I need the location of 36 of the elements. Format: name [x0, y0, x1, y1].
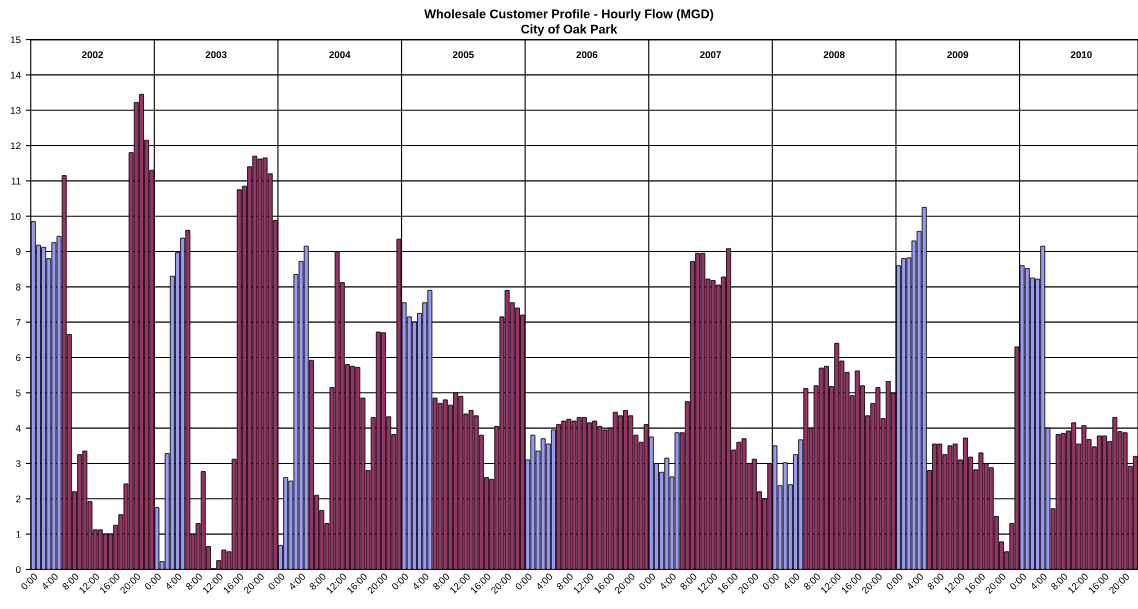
annotation: 2006	[576, 51, 598, 59]
x-tick-label: 4:00	[782, 572, 801, 591]
chart-subtitle: City of Oak Park	[521, 24, 618, 37]
x-tick-label: 4:00	[164, 572, 183, 591]
x-tick-label: 4:00	[1029, 572, 1048, 591]
x-tick-label: 4:00	[535, 572, 554, 591]
y-tick-label: 4	[15, 424, 21, 432]
x-tick-label: 4:00	[40, 572, 59, 591]
y-tick-label: 11	[11, 177, 21, 185]
annotation: 2010	[1070, 51, 1092, 59]
chart-title: Wholesale Customer Profile - Hourly Flow (MGD)	[424, 9, 714, 21]
x-tick-label: 4:00	[906, 572, 924, 591]
y-tick-label: 10	[10, 212, 21, 220]
y-tick-label: 13	[10, 106, 21, 114]
y-tick-label: 8	[16, 283, 21, 291]
annotation: 2008	[823, 51, 845, 59]
y-tick-label: 9	[16, 248, 21, 256]
y-tick-label: 3	[15, 460, 21, 468]
y-tick-label: 14	[10, 71, 21, 79]
annotation: 2007	[700, 51, 721, 59]
y-tick-label: 2	[16, 495, 21, 503]
x-tick-label: 4:00	[411, 572, 430, 591]
y-tick-label: 15	[10, 36, 21, 44]
x-tick-label: 4:00	[658, 572, 677, 591]
annotation: 2003	[205, 51, 227, 59]
annotation: 2004	[329, 51, 351, 59]
y-tick-label: 6	[16, 354, 21, 362]
y-tick-label: 0	[15, 566, 21, 574]
y-tick-label: 1	[16, 530, 21, 538]
y-tick-label: 12	[10, 142, 21, 150]
annotation: 2002	[82, 51, 103, 59]
y-tick-label: 5	[15, 389, 21, 397]
y-tick-label: 7	[16, 319, 21, 326]
annotation: 2009	[947, 51, 969, 59]
annotation: 2005	[452, 51, 474, 59]
x-tick-label: 4:00	[288, 572, 306, 591]
